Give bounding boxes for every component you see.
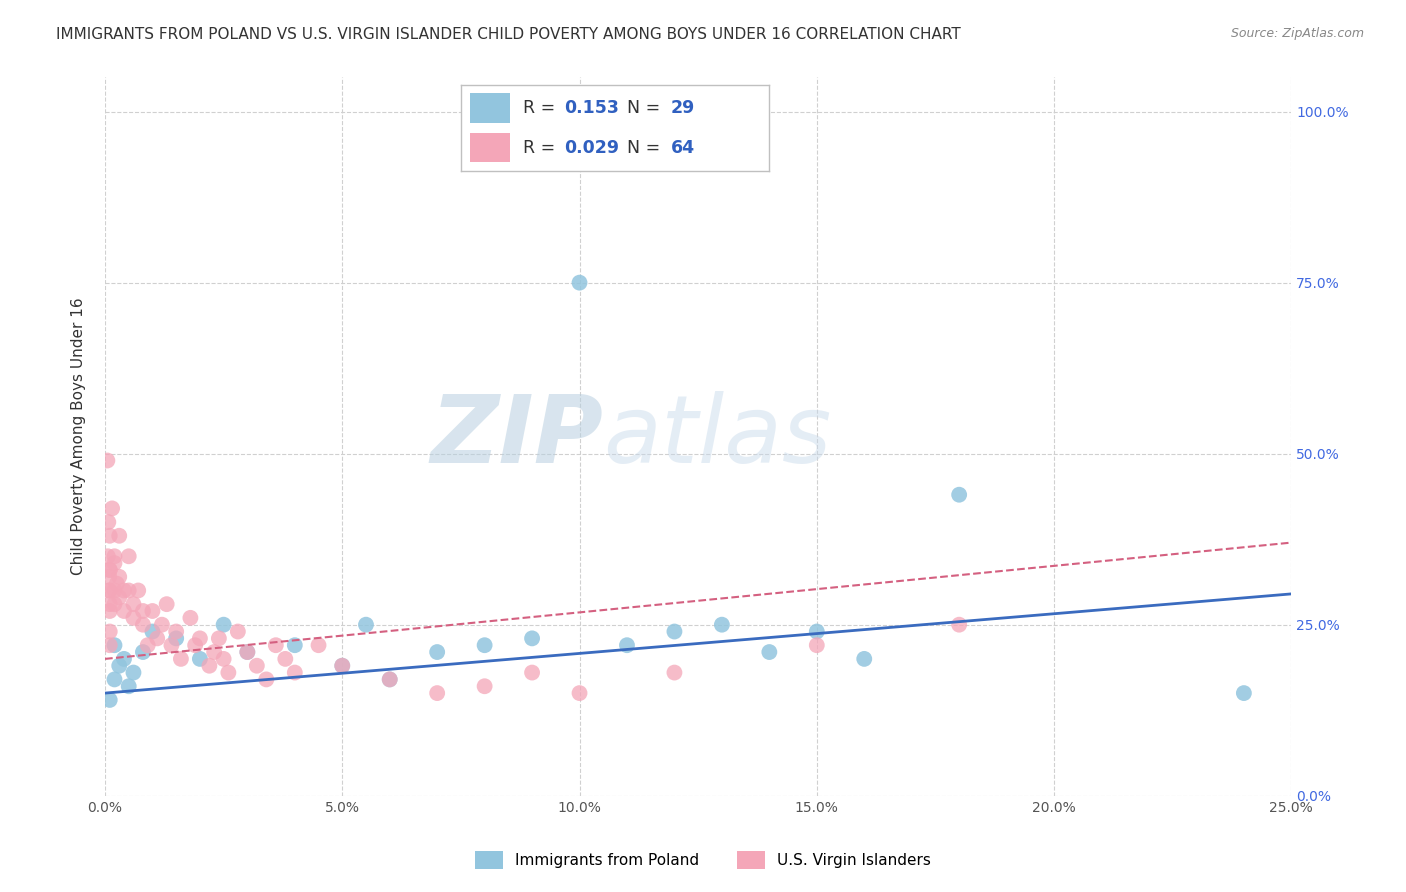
- Point: [1233, 686, 1256, 700]
- Point: [330, 658, 353, 673]
- Point: [98, 583, 121, 598]
- Point: [108, 658, 131, 673]
- Point: [118, 583, 141, 598]
- Point: [97, 549, 120, 564]
- Point: [212, 652, 235, 666]
- Point: [284, 638, 307, 652]
- Point: [101, 501, 124, 516]
- Point: [97, 515, 120, 529]
- Point: [284, 665, 307, 680]
- Point: [136, 638, 159, 652]
- Point: [378, 673, 401, 687]
- Point: [664, 624, 686, 639]
- Point: [132, 604, 155, 618]
- Point: [188, 632, 211, 646]
- Legend: Immigrants from Poland, U.S. Virgin Islanders: Immigrants from Poland, U.S. Virgin Isla…: [470, 845, 936, 875]
- Point: [165, 624, 187, 639]
- Point: [112, 604, 135, 618]
- Point: [122, 597, 145, 611]
- Point: [202, 645, 225, 659]
- Point: [188, 652, 211, 666]
- Point: [308, 638, 330, 652]
- Point: [156, 597, 179, 611]
- Text: ZIP: ZIP: [430, 391, 603, 483]
- Point: [160, 638, 183, 652]
- Point: [806, 638, 828, 652]
- Point: [208, 632, 231, 646]
- Point: [105, 576, 128, 591]
- Point: [520, 665, 543, 680]
- Point: [236, 645, 259, 659]
- Point: [132, 617, 155, 632]
- Point: [354, 617, 377, 632]
- Point: [108, 570, 131, 584]
- Point: [474, 679, 496, 693]
- Point: [616, 638, 638, 652]
- Point: [264, 638, 287, 652]
- Point: [170, 652, 193, 666]
- Point: [98, 563, 121, 577]
- Point: [179, 611, 201, 625]
- Point: [118, 679, 141, 693]
- Point: [568, 686, 591, 700]
- Point: [226, 624, 249, 639]
- Point: [274, 652, 297, 666]
- Point: [98, 563, 121, 577]
- Point: [710, 617, 733, 632]
- Point: [141, 624, 163, 639]
- Point: [853, 652, 876, 666]
- Point: [758, 645, 780, 659]
- Point: [426, 686, 449, 700]
- Point: [108, 591, 131, 605]
- Point: [122, 611, 145, 625]
- Point: [520, 632, 543, 646]
- Point: [568, 276, 591, 290]
- Point: [150, 617, 173, 632]
- Point: [132, 645, 155, 659]
- Text: atlas: atlas: [603, 391, 831, 482]
- Point: [108, 529, 131, 543]
- Point: [112, 652, 135, 666]
- Point: [103, 556, 125, 570]
- Point: [103, 583, 125, 598]
- Text: IMMIGRANTS FROM POLAND VS U.S. VIRGIN ISLANDER CHILD POVERTY AMONG BOYS UNDER 16: IMMIGRANTS FROM POLAND VS U.S. VIRGIN IS…: [56, 27, 960, 42]
- Point: [254, 673, 277, 687]
- Point: [330, 658, 353, 673]
- Y-axis label: Child Poverty Among Boys Under 16: Child Poverty Among Boys Under 16: [72, 298, 86, 575]
- Point: [118, 549, 141, 564]
- Text: Source: ZipAtlas.com: Source: ZipAtlas.com: [1230, 27, 1364, 40]
- Point: [198, 658, 221, 673]
- Point: [112, 583, 135, 598]
- Point: [948, 617, 970, 632]
- Point: [98, 604, 121, 618]
- Point: [217, 665, 239, 680]
- Point: [806, 624, 828, 639]
- Point: [98, 693, 121, 707]
- Point: [212, 617, 235, 632]
- Point: [103, 638, 125, 652]
- Point: [103, 673, 125, 687]
- Point: [98, 624, 121, 639]
- Point: [103, 549, 125, 564]
- Point: [236, 645, 259, 659]
- Point: [98, 638, 121, 652]
- Point: [378, 673, 401, 687]
- Point: [141, 604, 163, 618]
- Point: [474, 638, 496, 652]
- Point: [146, 632, 169, 646]
- Point: [98, 529, 121, 543]
- Point: [948, 488, 970, 502]
- Point: [165, 632, 187, 646]
- Point: [103, 597, 125, 611]
- Point: [184, 638, 207, 652]
- Point: [664, 665, 686, 680]
- Point: [96, 453, 118, 467]
- Point: [127, 583, 149, 598]
- Point: [246, 658, 269, 673]
- Point: [97, 583, 120, 598]
- Point: [98, 570, 121, 584]
- Point: [98, 597, 121, 611]
- Point: [426, 645, 449, 659]
- Point: [122, 665, 145, 680]
